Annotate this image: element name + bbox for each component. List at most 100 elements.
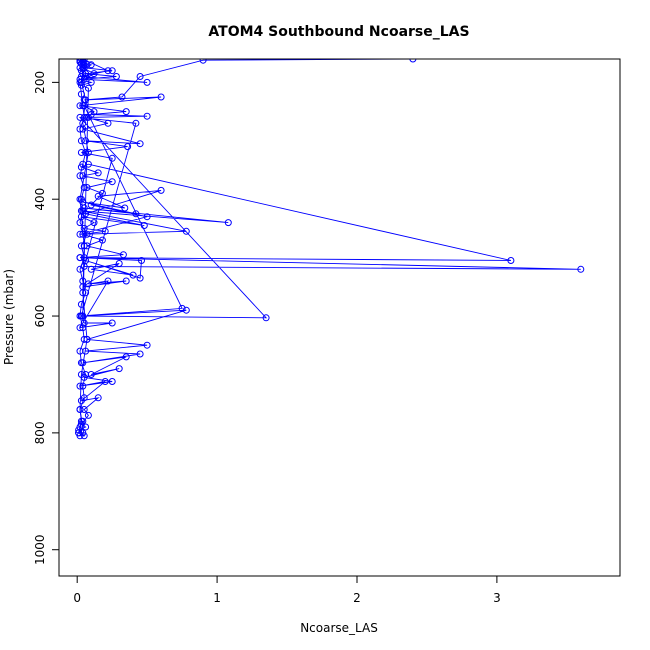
data-point — [80, 406, 88, 413]
data-point — [76, 78, 84, 86]
data-point — [108, 67, 116, 75]
data-point — [77, 359, 85, 367]
data-point — [98, 189, 106, 197]
y-tick-label: 1000 — [33, 534, 47, 565]
data-point — [143, 341, 151, 349]
data-point — [262, 314, 270, 322]
data-point — [87, 78, 95, 86]
data-point — [79, 277, 87, 285]
data-point — [82, 289, 90, 297]
data-point — [75, 429, 83, 437]
data-point — [77, 59, 85, 63]
data-point — [84, 113, 92, 121]
data-point — [77, 149, 85, 156]
data-point — [90, 219, 98, 227]
data-point — [80, 254, 88, 262]
data-point — [132, 210, 140, 218]
data-point — [76, 347, 84, 355]
data-point — [79, 207, 87, 215]
x-tick-label: 3 — [493, 591, 501, 605]
data-point — [122, 353, 130, 361]
data-point — [104, 119, 112, 127]
data-point — [77, 137, 85, 145]
data-point — [182, 306, 190, 314]
x-axis: 0 1 2 3 — [73, 576, 501, 605]
data-point — [84, 411, 92, 419]
data-point — [76, 125, 84, 133]
data-point — [108, 319, 116, 327]
data-point — [507, 257, 515, 264]
y-tick-label: 600 — [33, 305, 47, 328]
data-point — [76, 312, 84, 320]
data-point — [121, 204, 129, 212]
data-point — [108, 378, 116, 385]
data-point — [83, 230, 91, 238]
data-point — [80, 394, 88, 402]
data-point — [76, 113, 84, 121]
data-point — [82, 149, 90, 156]
data-point — [199, 59, 207, 64]
y-tick-label: 200 — [33, 71, 47, 94]
data-point — [143, 112, 151, 120]
data-point — [80, 432, 88, 440]
data-point — [77, 195, 85, 203]
data-point — [77, 242, 85, 250]
data-point — [124, 143, 132, 151]
data-point — [80, 96, 88, 104]
data-point — [76, 102, 84, 110]
data-point — [79, 382, 87, 390]
data-point — [98, 236, 106, 244]
data-point — [143, 213, 151, 221]
data-point — [108, 178, 116, 186]
data-point — [79, 324, 87, 332]
y-tick-label: 400 — [33, 188, 47, 211]
data-point — [76, 172, 84, 180]
data-point — [115, 365, 123, 373]
data-point — [80, 224, 88, 232]
x-tick-label: 1 — [213, 591, 221, 605]
data-point — [136, 140, 144, 148]
data-point — [577, 265, 585, 273]
data-point — [87, 201, 95, 209]
data-point — [118, 93, 126, 101]
data-point — [132, 119, 140, 127]
y-tick-label: 800 — [33, 421, 47, 444]
data-point — [80, 335, 88, 343]
data-point — [80, 319, 88, 327]
x-tick-label: 2 — [353, 591, 361, 605]
data-point — [115, 260, 123, 267]
x-tick-label: 0 — [73, 591, 81, 605]
data-point — [76, 265, 84, 273]
data-point — [119, 251, 127, 259]
data-point — [76, 59, 84, 64]
plot-frame — [58, 58, 621, 577]
data-point — [101, 227, 109, 235]
data-point — [77, 417, 85, 425]
data-point — [178, 304, 186, 312]
data-point — [409, 59, 417, 63]
data-point — [224, 219, 232, 227]
data-point — [80, 184, 88, 191]
data-point — [138, 257, 145, 264]
data-point — [136, 350, 144, 358]
data-point — [157, 186, 165, 194]
data-point — [87, 61, 95, 69]
data-point — [76, 254, 84, 262]
data-point — [87, 265, 95, 273]
data-point — [143, 78, 151, 86]
data-point — [77, 90, 85, 98]
data-point — [182, 227, 190, 235]
data-point — [112, 73, 120, 80]
data-point — [157, 93, 165, 101]
data-point — [94, 394, 102, 402]
x-axis-label: Ncoarse_LAS — [300, 621, 378, 635]
data-point — [76, 219, 84, 227]
data-point — [129, 271, 137, 279]
data-point — [104, 277, 112, 285]
data-point — [82, 137, 90, 145]
data-point — [90, 70, 98, 78]
data-point — [136, 274, 144, 282]
data-point — [76, 230, 84, 238]
series-layer — [75, 59, 585, 440]
